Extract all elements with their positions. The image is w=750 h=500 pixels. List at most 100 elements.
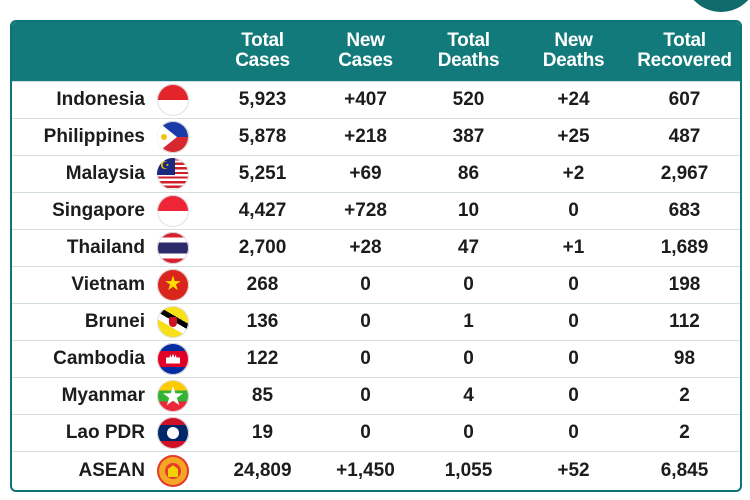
total-cases-cell: 268 [246,273,279,295]
country-name: Myanmar [61,384,145,406]
stats-table: Total Cases New Cases Total Deaths New D… [12,22,740,490]
total-deaths-cell: 10 [457,199,480,221]
country-name: Philippines [43,125,145,147]
total-recovered-cell: 487 [668,125,701,147]
table-row: Brunei 136 0 1 0 112 [12,303,740,340]
singapore-flag-icon [157,194,189,227]
header-new-cases: New Cases [338,30,393,72]
total-recovered-cell: 2 [679,384,690,406]
new-cases-cell: 0 [360,347,371,369]
table-row-total: ASEAN 24,809 +1,450 1,055 +52 6,845 [12,451,740,490]
total-recovered-cell: 198 [668,273,701,295]
country-cell: Indonesia [12,81,209,118]
asean-covid-table: Total Cases New Cases Total Deaths New D… [10,20,742,492]
vietnam-flag-icon [157,268,189,301]
new-cases-cell: 0 [360,310,371,332]
country-cell: ASEAN [12,451,209,490]
total-recovered-cell: 98 [673,347,696,369]
country-cell: Brunei [12,303,209,340]
new-cases-cell: 0 [360,384,371,406]
total-deaths-cell: 4 [463,384,474,406]
country-name: Brunei [84,310,145,332]
total-recovered-cell: 607 [668,88,701,110]
total-cases-cell: 19 [251,421,274,443]
new-deaths-cell: 0 [568,421,579,443]
country-name: Cambodia [53,347,145,369]
total-deaths-cell: 0 [463,421,474,443]
country-name: ASEAN [78,460,145,482]
country-name: Indonesia [56,88,145,110]
total-cases-cell: 24,809 [233,460,292,482]
header-total-deaths: Total Deaths [437,30,500,72]
table-row: Malaysia 5,251 +69 86 +2 2,967 [12,155,740,192]
new-deaths-cell: 0 [568,273,579,295]
total-deaths-cell: 0 [463,273,474,295]
header-country [12,22,209,81]
new-cases-cell: 0 [360,273,371,295]
new-deaths-cell: +25 [557,125,590,147]
new-deaths-cell: 0 [568,310,579,332]
table-row: Thailand 2,700 +28 47 +1 1,689 [12,229,740,266]
total-deaths-cell: 1 [463,310,474,332]
country-cell: Singapore [12,192,209,229]
new-deaths-cell: +1 [562,236,585,258]
cambodia-flag-icon [157,342,189,375]
total-cases-cell: 5,923 [238,88,287,110]
total-cases-cell: 85 [251,384,274,406]
new-cases-cell: 0 [360,421,371,443]
total-deaths-cell: 387 [452,125,485,147]
total-deaths-cell: 1,055 [444,460,493,482]
total-recovered-cell: 1,689 [660,236,709,258]
new-cases-cell: +728 [344,199,387,221]
table-row: Myanmar 85 0 4 0 2 [12,377,740,414]
country-name: Singapore [52,199,145,221]
country-cell: Malaysia [12,155,209,192]
country-cell: Thailand [12,229,209,266]
country-cell: Myanmar [12,377,209,414]
table-row: Singapore 4,427 +728 10 0 683 [12,192,740,229]
country-name: Lao PDR [65,421,145,443]
total-deaths-cell: 0 [463,347,474,369]
table-row: Lao PDR 19 0 0 0 2 [12,414,740,451]
brunei-flag-icon [157,305,189,338]
myanmar-flag-icon [157,379,189,412]
header-total-recovered: Total Recovered [637,30,732,72]
indonesia-flag-icon [157,83,189,116]
header-new-deaths: New Deaths [542,30,605,72]
country-cell: Lao PDR [12,414,209,451]
table-row: Cambodia 122 0 0 0 98 [12,340,740,377]
total-cases-cell: 136 [246,310,279,332]
country-cell: Vietnam [12,266,209,303]
new-deaths-cell: 0 [568,384,579,406]
new-cases-cell: +218 [344,125,387,147]
total-recovered-cell: 112 [669,310,700,332]
total-cases-cell: 4,427 [238,199,287,221]
total-deaths-cell: 86 [457,162,480,184]
table-row: Vietnam 268 0 0 0 198 [12,266,740,303]
thailand-flag-icon [157,231,189,264]
corner-decoration [684,0,750,12]
total-recovered-cell: 6,845 [660,460,709,482]
laos-flag-icon [157,416,189,449]
total-deaths-cell: 520 [452,88,485,110]
total-deaths-cell: 47 [457,236,480,258]
new-deaths-cell: +24 [557,88,590,110]
country-cell: Philippines [12,118,209,155]
new-cases-cell: +1,450 [336,460,395,482]
asean-emblem-icon [157,455,189,488]
country-name: Vietnam [71,273,145,295]
total-recovered-cell: 683 [668,199,701,221]
total-recovered-cell: 2,967 [660,162,709,184]
new-cases-cell: +69 [349,162,382,184]
new-deaths-cell: +52 [557,460,590,482]
table-header-row: Total Cases New Cases Total Deaths New D… [12,22,740,81]
malaysia-flag-icon [157,157,189,190]
total-cases-cell: 2,700 [238,236,287,258]
new-deaths-cell: 0 [568,347,579,369]
new-cases-cell: +28 [349,236,382,258]
total-cases-cell: 5,251 [238,162,287,184]
total-cases-cell: 122 [246,347,279,369]
new-deaths-cell: +2 [562,162,585,184]
new-deaths-cell: 0 [568,199,579,221]
table-row: Philippines 5,878 +218 387 +25 487 [12,118,740,155]
